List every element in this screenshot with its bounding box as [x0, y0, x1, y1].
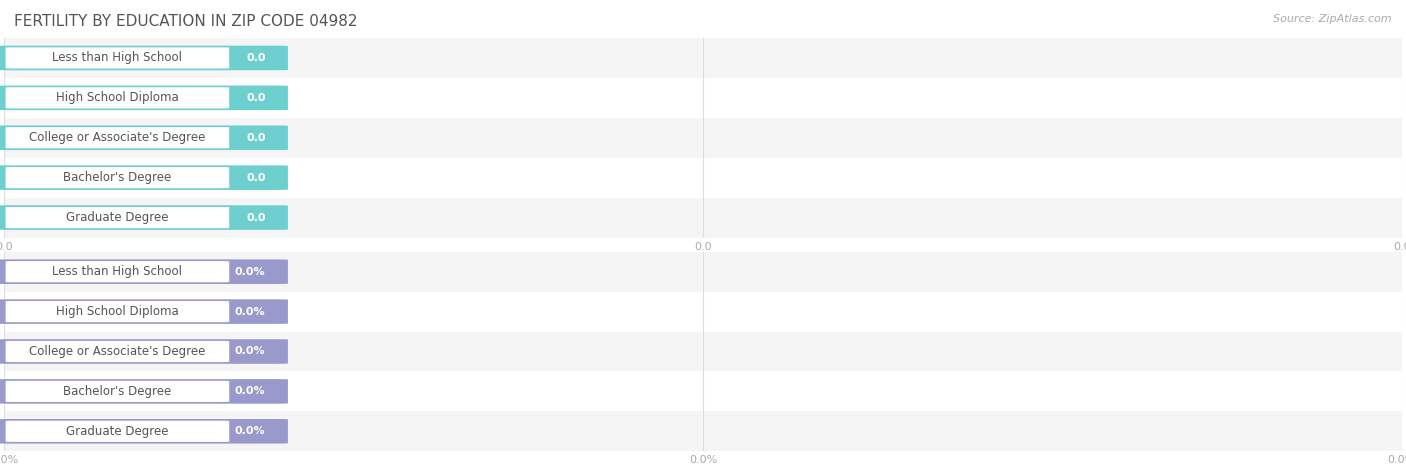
Text: Bachelor's Degree: Bachelor's Degree [63, 385, 172, 398]
Text: 0.0%: 0.0% [235, 386, 266, 397]
FancyBboxPatch shape [0, 259, 288, 284]
Bar [4, 38, 1402, 78]
FancyBboxPatch shape [6, 48, 229, 68]
Text: 0.0%: 0.0% [235, 306, 266, 317]
FancyBboxPatch shape [6, 341, 229, 362]
FancyBboxPatch shape [6, 127, 229, 148]
Text: 0.0: 0.0 [246, 53, 266, 63]
Text: 0.0: 0.0 [246, 133, 266, 143]
Bar [4, 371, 1402, 411]
FancyBboxPatch shape [0, 86, 288, 110]
FancyBboxPatch shape [0, 165, 288, 190]
Bar [4, 198, 1402, 238]
Text: Less than High School: Less than High School [52, 51, 183, 65]
Text: FERTILITY BY EDUCATION IN ZIP CODE 04982: FERTILITY BY EDUCATION IN ZIP CODE 04982 [14, 14, 357, 29]
Text: 0.0%: 0.0% [235, 346, 266, 357]
Bar [4, 78, 1402, 118]
FancyBboxPatch shape [0, 299, 288, 324]
Text: 0.0%: 0.0% [235, 266, 266, 277]
Text: College or Associate's Degree: College or Associate's Degree [30, 345, 205, 358]
FancyBboxPatch shape [6, 87, 229, 108]
FancyBboxPatch shape [0, 46, 288, 70]
Bar [4, 158, 1402, 198]
FancyBboxPatch shape [6, 167, 229, 188]
Bar [4, 292, 1402, 332]
Bar [4, 332, 1402, 371]
FancyBboxPatch shape [0, 419, 288, 444]
Text: Bachelor's Degree: Bachelor's Degree [63, 171, 172, 184]
Text: Source: ZipAtlas.com: Source: ZipAtlas.com [1274, 14, 1392, 24]
FancyBboxPatch shape [0, 125, 288, 150]
FancyBboxPatch shape [6, 207, 229, 228]
Text: 0.0: 0.0 [246, 93, 266, 103]
Text: High School Diploma: High School Diploma [56, 305, 179, 318]
FancyBboxPatch shape [6, 301, 229, 322]
FancyBboxPatch shape [0, 205, 288, 230]
FancyBboxPatch shape [0, 339, 288, 364]
Text: Graduate Degree: Graduate Degree [66, 425, 169, 438]
Bar [4, 118, 1402, 158]
Text: 0.0%: 0.0% [235, 426, 266, 437]
FancyBboxPatch shape [6, 261, 229, 282]
Bar [4, 252, 1402, 292]
Text: College or Associate's Degree: College or Associate's Degree [30, 131, 205, 144]
Bar [4, 411, 1402, 451]
Text: 0.0: 0.0 [246, 172, 266, 183]
Text: 0.0: 0.0 [246, 212, 266, 223]
FancyBboxPatch shape [6, 421, 229, 442]
FancyBboxPatch shape [6, 381, 229, 402]
FancyBboxPatch shape [0, 379, 288, 404]
Text: High School Diploma: High School Diploma [56, 91, 179, 104]
Text: Graduate Degree: Graduate Degree [66, 211, 169, 224]
Text: Less than High School: Less than High School [52, 265, 183, 278]
